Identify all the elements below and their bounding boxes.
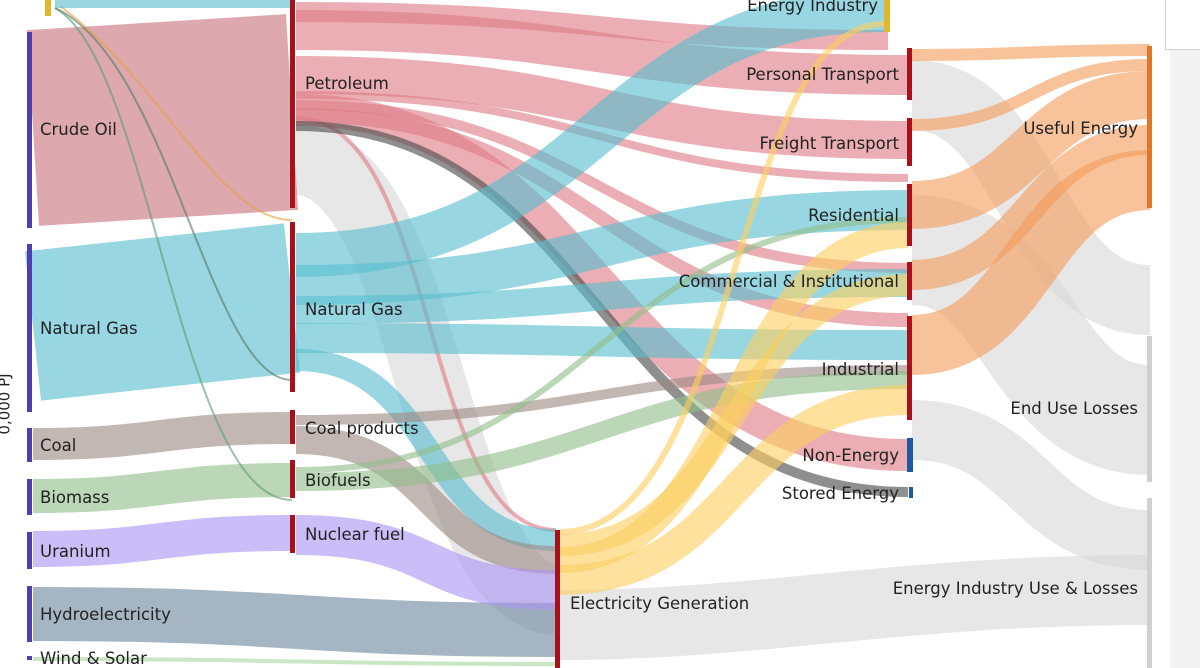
side-scroll-track[interactable] (1170, 48, 1200, 668)
link-natgas-natgas[interactable] (24, 223, 301, 401)
link-uranium-nuclear[interactable] (32, 515, 293, 567)
node-hydroelectricity[interactable] (27, 586, 32, 642)
label-end-use-losses: End Use Losses (1010, 399, 1138, 418)
label-freight-transport: Freight Transport (759, 134, 899, 153)
link-freight-useful[interactable] (911, 59, 1151, 131)
label-useful-energy: Useful Energy (1023, 119, 1138, 138)
label-natural-gas-source: Natural Gas (40, 319, 138, 338)
node-energy-industry-losses[interactable] (1147, 498, 1152, 668)
label-coal-products: Coal products (305, 419, 419, 438)
link-nuclear-electricity[interactable] (295, 515, 557, 610)
link-energy-thin-2[interactable] (54, 7, 293, 381)
node-nuclear-fuel[interactable] (290, 515, 295, 553)
link-natgas-energyindustry[interactable] (295, 0, 885, 277)
node-natural-gas-source[interactable] (27, 244, 32, 412)
node-personal-transport[interactable] (907, 48, 912, 100)
label-personal-transport: Personal Transport (746, 65, 899, 84)
sankey-labels: Crude Oil Natural Gas Coal Biomass Urani… (40, 0, 1138, 668)
link-petroleum-personal[interactable] (295, 10, 909, 95)
label-crude-oil: Crude Oil (40, 120, 117, 139)
node-energy-industry[interactable] (884, 0, 890, 32)
link-energy-thin-3[interactable] (59, 5, 293, 221)
link-elec-energyindustry[interactable] (559, 21, 885, 535)
link-end-use-losses[interactable] (910, 400, 1152, 570)
label-wind-solar: Wind & Solar (40, 649, 147, 668)
link-energy-thin-1[interactable] (54, 7, 293, 501)
sankey-nodes (27, 0, 1152, 668)
y-axis-label: 0,000 PJ (0, 373, 14, 435)
link-windsolar-electricity[interactable] (32, 657, 557, 666)
label-commercial: Commercial & Institutional (679, 272, 899, 291)
top-right-panel (1165, 0, 1200, 50)
label-biomass: Biomass (40, 488, 109, 507)
link-personal-useful[interactable] (911, 44, 1151, 61)
link-industrial-useful[interactable] (910, 150, 1152, 375)
label-residential: Residential (808, 206, 899, 225)
node-end-use-losses[interactable] (1147, 336, 1152, 482)
link-commercial-useful[interactable] (911, 125, 1151, 290)
link-crude-petroleum[interactable] (26, 14, 299, 226)
link-residential-useful[interactable] (911, 71, 1151, 229)
node-wind-solar[interactable] (27, 656, 32, 660)
label-uranium: Uranium (40, 542, 111, 561)
node-biomass[interactable] (27, 479, 32, 515)
node-freight-transport[interactable] (907, 118, 912, 166)
label-industrial: Industrial (822, 360, 899, 379)
link-elec-commercial[interactable] (559, 274, 909, 556)
node-stored-energy[interactable] (909, 487, 913, 498)
link-hydro-electricity[interactable] (32, 587, 557, 657)
node-coal[interactable] (27, 428, 32, 462)
node-energy-top[interactable] (45, 0, 51, 16)
label-energy-industry: Energy Industry (747, 0, 878, 15)
label-biofuels: Biofuels (305, 471, 371, 490)
label-natural-gas-mid: Natural Gas (305, 300, 403, 319)
node-commercial[interactable] (907, 262, 912, 300)
node-biofuels[interactable] (290, 460, 295, 498)
sankey-links (24, 0, 1154, 666)
node-uranium[interactable] (27, 532, 32, 569)
node-industrial[interactable] (907, 316, 912, 420)
link-biomass-biofuels[interactable] (32, 463, 293, 513)
label-non-energy: Non-Energy (802, 446, 899, 465)
link-natgas-residential[interactable] (295, 190, 909, 305)
node-useful-energy[interactable] (1147, 46, 1152, 208)
label-stored-energy: Stored Energy (782, 484, 899, 503)
link-biofuels-residential[interactable] (295, 217, 909, 473)
link-coal-coalproducts[interactable] (32, 412, 293, 460)
node-petroleum[interactable] (290, 0, 295, 208)
node-natural-gas-mid[interactable] (290, 222, 295, 392)
node-coal-products[interactable] (290, 410, 295, 444)
node-residential[interactable] (907, 184, 912, 246)
link-coal-electricity[interactable] (295, 426, 557, 574)
label-hydroelectricity: Hydroelectricity (40, 605, 171, 624)
link-coal-industrial[interactable] (295, 365, 909, 425)
label-electricity-generation: Electricity Generation (570, 594, 749, 613)
label-nuclear-fuel: Nuclear fuel (305, 525, 405, 544)
label-energy-industry-losses: Energy Industry Use & Losses (893, 579, 1138, 598)
node-crude-oil[interactable] (27, 32, 32, 228)
link-biofuels-industrial[interactable] (295, 371, 909, 491)
node-electricity-generation[interactable] (555, 530, 560, 668)
link-elec-industrial[interactable] (559, 385, 909, 595)
label-petroleum: Petroleum (305, 74, 389, 93)
link-elec-losses[interactable] (559, 555, 1151, 660)
label-coal: Coal (40, 436, 76, 455)
node-non-energy[interactable] (907, 438, 913, 472)
